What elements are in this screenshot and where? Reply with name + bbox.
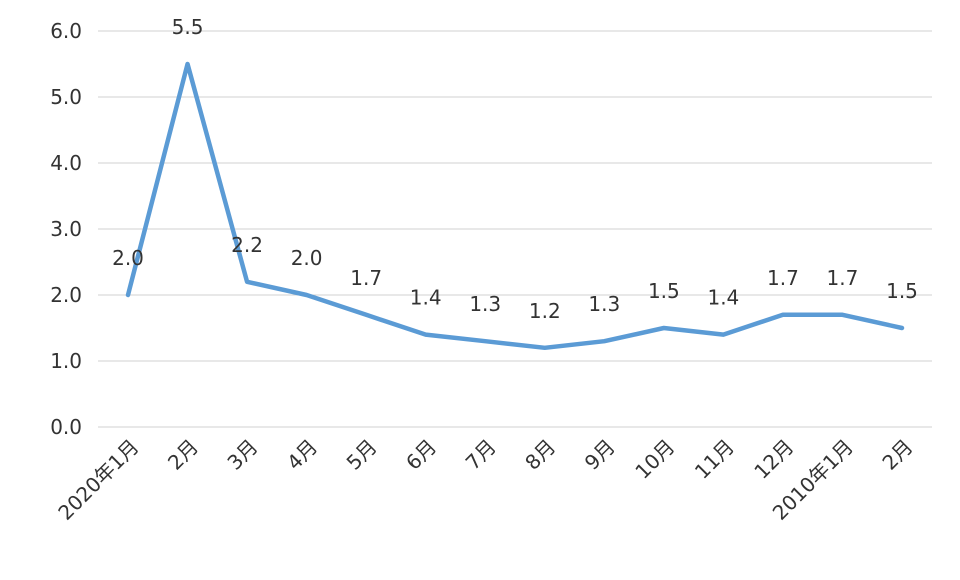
x-tick-label: 7月	[461, 435, 501, 475]
data-label: 1.4	[410, 286, 442, 310]
y-tick-label: 4.0	[50, 151, 82, 175]
data-label: 1.7	[827, 266, 859, 290]
x-tick-label: 12月	[749, 435, 798, 484]
y-tick-label: 0.0	[50, 415, 82, 439]
data-label: 2.0	[291, 246, 323, 270]
data-label: 1.3	[469, 292, 501, 316]
x-tick-label: 2月	[877, 435, 917, 475]
x-tick-label: 2月	[163, 435, 203, 475]
data-label: 5.5	[172, 15, 204, 39]
y-tick-label: 1.0	[50, 349, 82, 373]
data-label: 1.3	[588, 292, 620, 316]
data-label: 1.2	[529, 299, 561, 323]
x-tick-label: 10月	[630, 435, 679, 484]
x-tick-label: 5月	[342, 435, 382, 475]
data-label: 1.5	[886, 279, 918, 303]
y-tick-label: 3.0	[50, 217, 82, 241]
data-label: 1.5	[648, 279, 680, 303]
data-label: 1.7	[767, 266, 799, 290]
x-tick-label: 11月	[690, 435, 739, 484]
y-tick-label: 2.0	[50, 283, 82, 307]
y-tick-label: 6.0	[50, 19, 82, 43]
x-tick-label: 2020年1月	[53, 435, 143, 525]
x-tick-label: 8月	[520, 435, 560, 475]
series-line	[125, 61, 905, 351]
data-label: 2.0	[112, 246, 144, 270]
x-tick-label: 6月	[401, 435, 441, 475]
data-label: 1.7	[350, 266, 382, 290]
x-tick-label: 4月	[282, 435, 322, 475]
y-tick-label: 5.0	[50, 85, 82, 109]
x-tick-label: 3月	[222, 435, 262, 475]
data-label: 2.2	[231, 233, 263, 257]
x-tick-label: 9月	[580, 435, 620, 475]
data-label: 1.4	[707, 286, 739, 310]
